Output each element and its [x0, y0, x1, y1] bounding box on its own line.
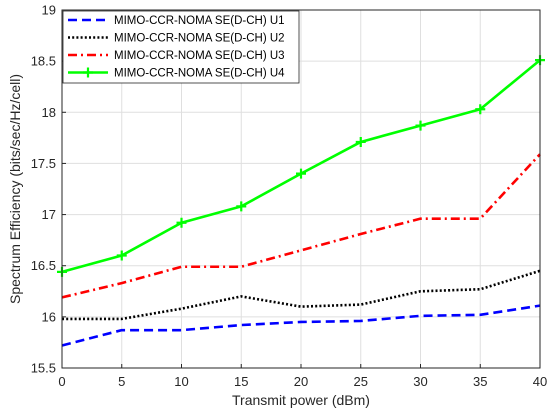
legend-item: MIMO-CCR-NOMA SE(D-CH) U4 — [68, 67, 285, 80]
x-axis-ticks: 0 5 10 15 20 25 30 35 40 — [58, 364, 547, 389]
y-tick-label: 15.5 — [31, 361, 56, 376]
legend-label: MIMO-CCR-NOMA SE(D-CH) U2 — [114, 33, 285, 45]
x-tick-label: 40 — [533, 374, 547, 389]
y-tick-label: 18.5 — [31, 54, 56, 69]
x-tick-label: 0 — [58, 374, 65, 389]
series-2 — [62, 269, 541, 321]
series-3 — [61, 153, 541, 299]
legend-box — [62, 10, 300, 84]
data-point-marker — [116, 250, 127, 261]
data-point-marker — [236, 201, 247, 212]
y-tick-label: 18 — [42, 105, 56, 120]
legend-item: MIMO-CCR-NOMA SE(D-CH) U1 — [68, 15, 285, 27]
data-point-marker — [475, 104, 486, 115]
y-tick-label: 17 — [42, 207, 56, 222]
y-axis-title: Spectrum Efficiency (bits/sec/Hz/cell) — [7, 74, 23, 304]
x-tick-label: 10 — [174, 374, 188, 389]
series-1 — [61, 304, 541, 347]
data-point-marker — [415, 120, 426, 131]
legend: MIMO-CCR-NOMA SE(D-CH) U1 MIMO-CCR-NOMA S… — [62, 10, 300, 84]
y-tick-label: 19 — [42, 3, 56, 18]
x-tick-label: 5 — [118, 374, 125, 389]
legend-marker — [83, 67, 93, 78]
y-tick-label: 16.5 — [31, 258, 56, 273]
x-tick-label: 25 — [354, 374, 368, 389]
legend-label: MIMO-CCR-NOMA SE(D-CH) U3 — [114, 50, 285, 62]
x-tick-label: 30 — [413, 374, 427, 389]
legend-label: MIMO-CCR-NOMA SE(D-CH) U4 — [114, 68, 285, 80]
y-tick-label: 16 — [42, 309, 56, 324]
data-point-marker — [296, 168, 306, 179]
legend-item: MIMO-CCR-NOMA SE(D-CH) U3 — [68, 50, 285, 62]
x-tick-label: 15 — [234, 374, 248, 389]
y-tick-label: 17.5 — [31, 156, 56, 171]
y-axis-ticks: 15.5 16 16.5 17 17.5 18 18.5 19 — [31, 3, 66, 376]
legend-item: MIMO-CCR-NOMA SE(D-CH) U2 — [68, 33, 285, 45]
x-tick-label: 20 — [294, 374, 308, 389]
legend-label: MIMO-CCR-NOMA SE(D-CH) U1 — [114, 15, 285, 27]
series-line — [61, 153, 541, 299]
x-tick-label: 35 — [473, 374, 487, 389]
data-point-marker — [176, 217, 187, 228]
series-line — [61, 304, 541, 347]
x-axis-title: Transmit power (dBm) — [232, 392, 370, 408]
series-line — [62, 269, 541, 321]
data-point-marker — [355, 136, 366, 147]
